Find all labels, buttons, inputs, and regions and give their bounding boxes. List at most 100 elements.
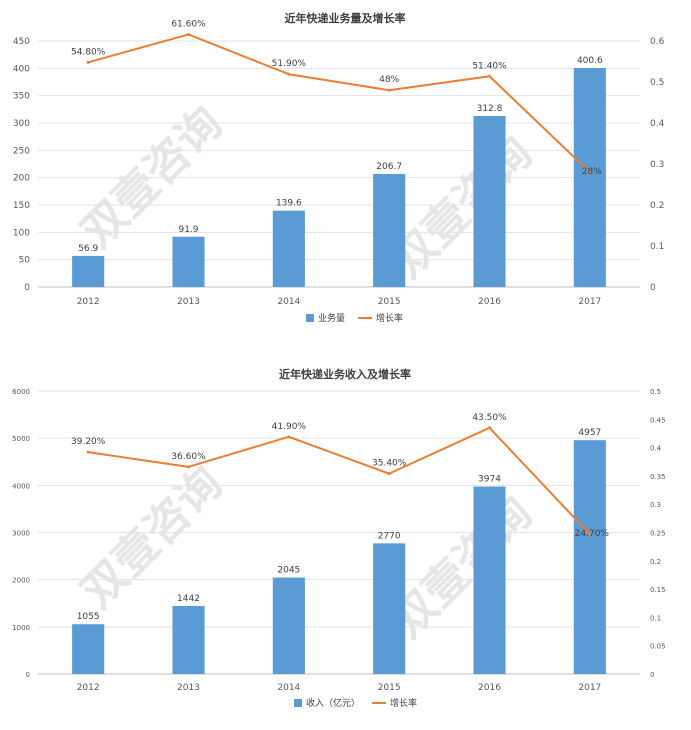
bar-value-label: 1055 — [77, 612, 100, 622]
bar-value-label: 2770 — [378, 531, 401, 541]
line-value-label: 39.20% — [71, 437, 106, 447]
y-tick-label: 3000 — [12, 530, 30, 538]
y2-tick-label: 0.4 — [650, 119, 665, 129]
line-point — [187, 465, 190, 469]
chart-title: 近年快递业务收入及增长率 — [279, 367, 411, 381]
y-tick-label: 6000 — [12, 388, 30, 396]
bar — [272, 210, 305, 287]
x-tick-label: 2017 — [578, 683, 601, 693]
y2-tick-label: 0.2 — [650, 558, 661, 566]
bar-value-label: 206.7 — [376, 162, 402, 172]
line-value-label: 51.90% — [272, 59, 307, 69]
line-value-label: 28% — [582, 167, 602, 177]
x-tick-label: 2012 — [77, 297, 100, 307]
y-tick-label: 5000 — [12, 435, 30, 443]
growth-rate-line — [87, 33, 591, 173]
line-point — [287, 72, 291, 76]
bar — [373, 543, 406, 674]
line-point — [387, 88, 391, 92]
bar — [473, 486, 506, 674]
line-value-label: 24.70% — [575, 529, 610, 539]
line-point — [287, 435, 291, 439]
legend-line-label: 增长率 — [390, 697, 417, 709]
y-tick-label: 350 — [13, 92, 30, 102]
bar — [573, 440, 606, 674]
bar-value-label: 3974 — [478, 475, 501, 485]
y2-tick-label: 0.1 — [650, 242, 664, 252]
y2-tick-label: 0.5 — [650, 78, 664, 88]
bar-value-label: 139.6 — [276, 199, 302, 209]
watermark-1: 双壹咨询 — [382, 127, 543, 288]
line-value-label: 61.60% — [171, 19, 206, 29]
legend-line-label: 增长率 — [376, 312, 403, 324]
y2-tick-label: 0 — [650, 283, 656, 293]
line-point — [488, 74, 491, 78]
line-value-label: 36.60% — [171, 452, 206, 462]
y-tick-label: 0 — [26, 671, 30, 679]
y2-tick-label: 0.5 — [650, 388, 661, 396]
x-tick-label: 2014 — [277, 297, 300, 307]
y2-tick-label: 0.3 — [650, 160, 664, 170]
y-tick-label: 100 — [13, 228, 30, 238]
bar — [573, 68, 606, 287]
y-tick-label: 4000 — [12, 482, 30, 490]
y-tick-label: 50 — [19, 256, 31, 266]
y-tick-label: 400 — [13, 64, 30, 74]
line-value-label: 51.40% — [472, 61, 507, 71]
y-tick-label: 150 — [13, 201, 30, 211]
y-tick-label: 250 — [13, 146, 30, 156]
line-point — [86, 450, 90, 454]
bar-value-label: 56.9 — [78, 244, 98, 254]
growth-rate-line — [88, 426, 591, 535]
x-tick-label: 2014 — [277, 683, 300, 693]
line-value-label: 54.80% — [71, 47, 106, 57]
bar-value-label: 312.8 — [477, 104, 503, 114]
y2-tick-label: 0.05 — [650, 643, 666, 651]
line-point — [387, 472, 391, 476]
y2-tick-label: 0.2 — [650, 201, 664, 211]
y2-tick-label: 0.25 — [650, 530, 666, 538]
y2-tick-label: 0.3 — [650, 501, 661, 509]
bar-value-label: 91.9 — [178, 225, 198, 235]
x-tick-label: 2015 — [378, 297, 401, 307]
x-tick-label: 2013 — [177, 683, 200, 693]
bar — [473, 116, 506, 287]
x-tick-label: 2016 — [478, 683, 501, 693]
bar — [172, 605, 205, 674]
bar-value-label: 400.6 — [577, 56, 603, 66]
y2-tick-label: 0.15 — [650, 586, 666, 594]
bar-value-label: 4957 — [578, 428, 601, 438]
legend-bar-label: 业务量 — [318, 312, 345, 324]
line-value-label: 43.50% — [472, 413, 507, 423]
bar — [272, 577, 305, 674]
bar — [72, 255, 105, 287]
x-tick-label: 2015 — [378, 683, 401, 693]
legend-bar-swatch — [294, 699, 302, 707]
y2-tick-label: 0 — [650, 671, 654, 679]
y2-tick-label: 0.6 — [650, 37, 665, 47]
line-value-label: 48% — [379, 75, 399, 85]
y-tick-label: 0 — [24, 283, 30, 293]
line-value-label: 41.90% — [272, 422, 307, 432]
x-tick-label: 2017 — [578, 297, 601, 307]
business-revenue-chart: 双壹咨询 双壹咨询 近年快递业务收入及增长率 0 1000 2000 3000 4000 500… — [12, 367, 666, 709]
bar-value-label: 1442 — [177, 594, 200, 604]
watermark-0: 双壹咨询 — [72, 457, 233, 618]
line-point — [488, 426, 491, 430]
y-tick-label: 450 — [13, 37, 30, 47]
chart-title: 近年快递业务量及增长率 — [285, 11, 406, 25]
y2-tick-label: 0.1 — [650, 614, 661, 622]
line-point — [86, 60, 90, 64]
bar — [373, 174, 406, 287]
legend-bar-swatch — [306, 314, 314, 322]
y-tick-label: 300 — [13, 119, 30, 129]
business-volume-chart: 双壹咨询 双壹咨询近年快递业务量及增长率050100150200250300350… — [13, 11, 665, 324]
y2-tick-label: 0.35 — [650, 473, 666, 481]
x-tick-label: 2012 — [77, 683, 100, 693]
watermark-1: 双壹咨询 — [382, 487, 543, 648]
x-tick-label: 2013 — [177, 297, 200, 307]
bar — [172, 236, 205, 287]
line-value-label: 35.40% — [372, 459, 407, 469]
y-tick-label: 200 — [13, 174, 30, 184]
line-point — [588, 170, 592, 174]
